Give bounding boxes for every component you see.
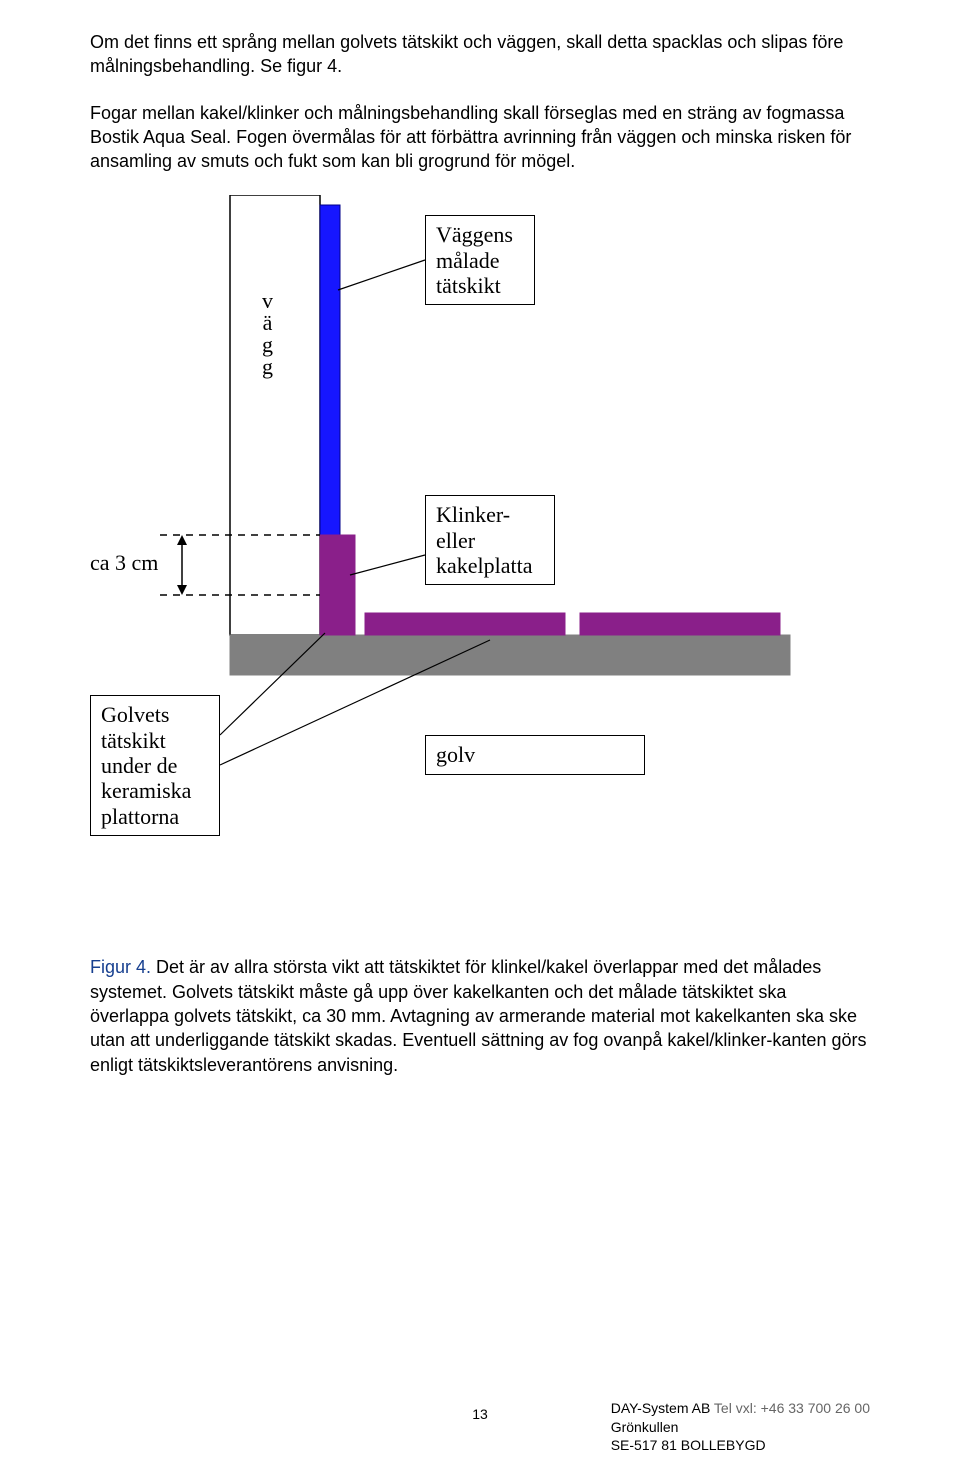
paragraph-1: Om det finns ett språng mellan golvets t… (90, 30, 870, 79)
label-ca-3cm: ca 3 cm (90, 550, 158, 575)
label-klinker-kakelplatta: Klinker-ellerkakelplatta (425, 495, 555, 585)
footer-tel: Tel vxl: +46 33 700 26 00 (710, 1400, 870, 1416)
caption-body: Det är av allra största vikt att tätskik… (90, 957, 866, 1074)
page-footer: DAY-System AB Tel vxl: +46 33 700 26 00 … (611, 1399, 870, 1454)
paragraph-2: Fogar mellan kakel/klinker och målningsb… (90, 101, 870, 174)
figure-4-caption: Figur 4. Det är av allra största vikt at… (90, 955, 870, 1076)
footer-line-2: Grönkullen (611, 1418, 870, 1436)
page-number: 13 (472, 1406, 488, 1422)
footer-company: DAY-System AB (611, 1400, 711, 1416)
figure-4-diagram: ca 3 cm vägg Väggensmåladetätskikt Klink… (90, 195, 870, 915)
label-vaggens-tatskikt: Väggensmåladetätskikt (425, 215, 535, 305)
footer-line-3: SE-517 81 BOLLEBYGD (611, 1436, 870, 1454)
label-golvets-tatskikt: Golvetstätskiktunder dekeramiskaplattorn… (90, 695, 220, 835)
label-golv: golv (425, 735, 645, 774)
label-vagg: vägg (262, 290, 273, 378)
caption-lead: Figur 4. (90, 957, 151, 977)
footer-line-1: DAY-System AB Tel vxl: +46 33 700 26 00 (611, 1399, 870, 1417)
